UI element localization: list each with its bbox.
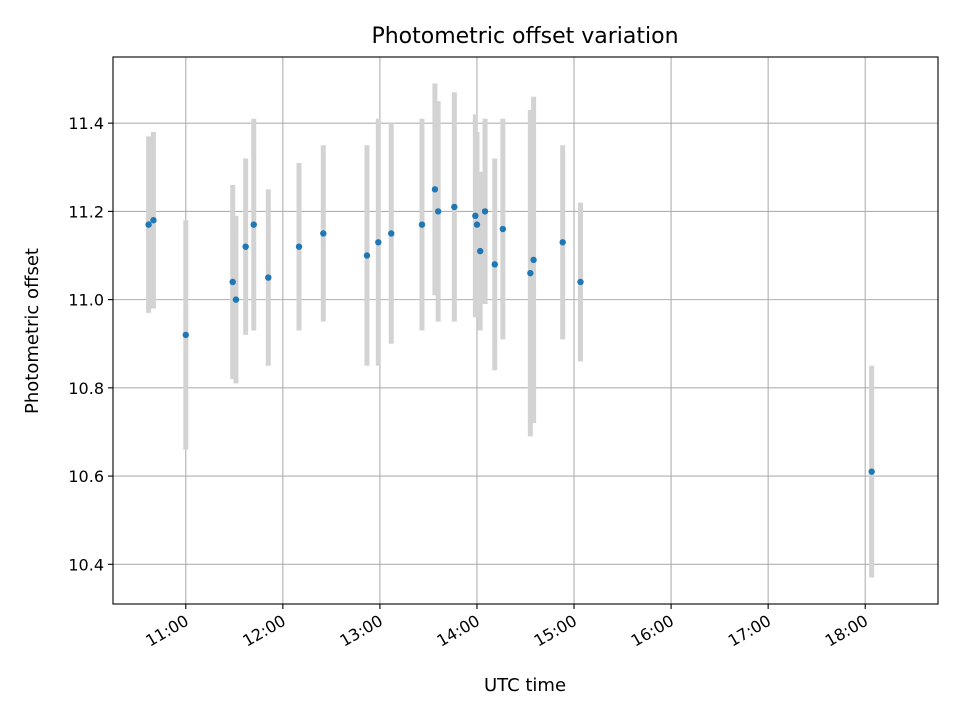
plot-frame: [112, 56, 939, 605]
y-tick-label: 11.4: [68, 114, 104, 133]
y-axis-ticks: 10.4 10.6 10.8 11.0 11.2 11.4: [68, 114, 113, 574]
data-point: [242, 243, 249, 250]
data-point: [481, 208, 489, 215]
data-point: [182, 331, 189, 339]
data-point: [868, 468, 875, 475]
data-point: [375, 239, 382, 246]
data-point: [150, 217, 157, 224]
y-tick-label: 11.2: [68, 202, 104, 221]
data-point: [499, 225, 507, 233]
data-point: [434, 208, 442, 215]
data-point: [145, 221, 152, 228]
y-tick-label: 10.8: [68, 379, 104, 398]
data-points: [145, 186, 875, 475]
data-point: [250, 221, 257, 228]
data-point: [491, 261, 498, 268]
data-point: [477, 247, 484, 255]
data-point: [527, 269, 534, 277]
data-point: [363, 252, 371, 259]
data-point: [418, 221, 426, 228]
y-tick-label: 10.4: [68, 555, 104, 574]
y-tick-label: 11.0: [68, 291, 104, 310]
chart-title: Photometric offset variation: [371, 24, 678, 49]
data-point: [431, 186, 439, 193]
data-point: [472, 212, 479, 220]
data-point: [320, 230, 327, 237]
y-tick-label: 10.6: [68, 467, 104, 486]
data-point: [229, 278, 236, 286]
data-point: [265, 274, 272, 281]
x-axis-label: UTC time: [484, 675, 566, 696]
data-point: [232, 296, 240, 303]
data-point: [295, 243, 303, 250]
y-axis-label: Photometric offset: [22, 248, 43, 414]
data-point: [559, 239, 566, 246]
data-point: [451, 203, 458, 211]
data-point: [388, 230, 395, 237]
data-point: [473, 221, 481, 228]
data-point: [577, 278, 584, 286]
grid-lines: [113, 57, 938, 604]
data-point: [530, 256, 537, 264]
